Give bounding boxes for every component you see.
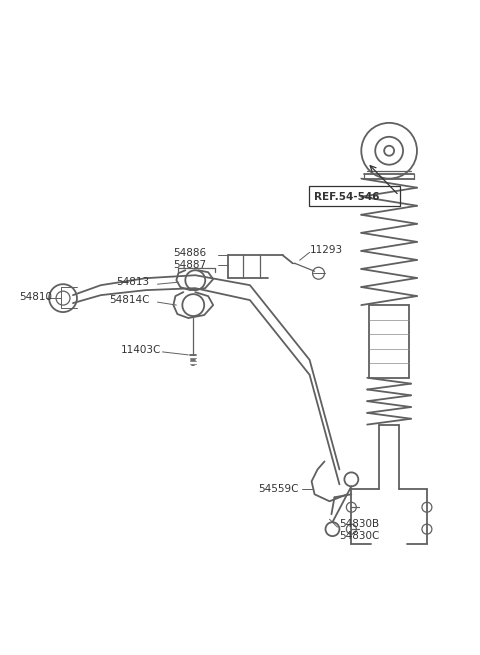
Text: 11293: 11293 bbox=[310, 246, 343, 255]
Text: 54810: 54810 bbox=[19, 292, 52, 302]
Text: 54559C: 54559C bbox=[258, 484, 299, 495]
Text: 54886: 54886 bbox=[173, 248, 206, 258]
Text: 54887: 54887 bbox=[173, 260, 206, 271]
Text: 54830C: 54830C bbox=[339, 531, 380, 541]
Text: 54830B: 54830B bbox=[339, 519, 380, 529]
Text: 54813: 54813 bbox=[116, 277, 149, 287]
Text: REF.54-546: REF.54-546 bbox=[313, 191, 379, 202]
Text: 54814C: 54814C bbox=[109, 295, 149, 305]
Text: 11403C: 11403C bbox=[120, 345, 161, 355]
